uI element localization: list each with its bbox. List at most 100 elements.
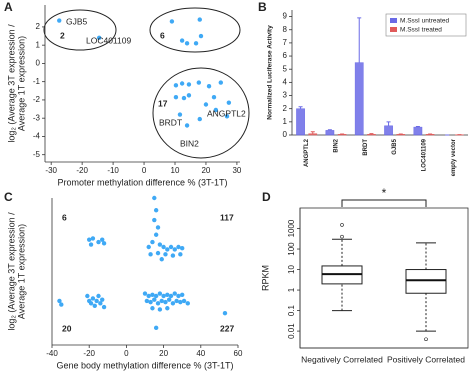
error-bar	[310, 131, 315, 134]
point	[218, 80, 224, 85]
annotation: 20	[62, 323, 72, 333]
point	[90, 296, 96, 301]
y-axis-label: Average 1T expression)	[16, 224, 26, 319]
point	[161, 293, 166, 299]
point	[157, 307, 163, 312]
point	[146, 293, 151, 299]
x-tick-label: 0	[142, 166, 147, 175]
point	[59, 302, 64, 307]
x-tick-label: 10	[171, 166, 180, 175]
legend-swatch	[390, 27, 397, 32]
y-tick-label: -1	[33, 77, 41, 86]
point	[153, 232, 159, 237]
y-tick-label: -5	[33, 150, 41, 159]
point	[172, 247, 177, 252]
point	[155, 250, 161, 256]
point	[152, 195, 157, 201]
y-tick-label: 1	[283, 117, 288, 126]
annotation: 117	[220, 212, 234, 222]
x-tick-label: Negatively Correlated	[301, 354, 383, 364]
point	[163, 252, 168, 257]
point	[87, 237, 92, 242]
bar	[296, 108, 305, 136]
point	[180, 292, 185, 297]
point	[174, 298, 179, 304]
annotation: 17	[158, 98, 168, 108]
point	[226, 100, 232, 105]
error-bar	[298, 106, 303, 109]
annotation: LOC401109	[86, 35, 131, 45]
point	[185, 301, 190, 306]
annotation: BIN2	[180, 138, 199, 148]
outlier	[340, 223, 344, 227]
panel-label: C	[4, 190, 13, 204]
x-tick-label: 0	[124, 349, 129, 358]
y-axis-label: Normalized Luciferase Activity	[267, 25, 274, 120]
outlier	[424, 337, 428, 342]
x-tick-label: 30	[232, 166, 241, 175]
point	[177, 112, 183, 117]
point	[142, 291, 148, 296]
panel-label: A	[4, 0, 13, 14]
point	[179, 81, 185, 86]
y-tick-label: 0	[283, 130, 288, 139]
point	[57, 298, 62, 304]
bar	[325, 130, 335, 136]
x-tick-label: GJB5	[392, 138, 398, 154]
point	[173, 94, 179, 100]
annotation: 227	[220, 323, 234, 333]
significance-mark: *	[382, 186, 387, 200]
y-axis-label: log₂ (Average 3T expression /	[6, 212, 16, 331]
point	[170, 253, 176, 258]
y-tick-label: 6	[283, 51, 288, 60]
point	[159, 257, 164, 262]
x-tick-label: -20	[76, 166, 88, 175]
point	[148, 299, 153, 305]
point	[165, 247, 170, 252]
point	[85, 293, 90, 299]
point	[153, 208, 159, 213]
y-tick-label: 1000	[287, 219, 296, 237]
x-tick-label: BRDT	[363, 139, 369, 156]
point	[213, 107, 219, 113]
cluster-outline	[152, 67, 250, 159]
point	[155, 301, 161, 306]
point	[159, 298, 164, 304]
x-tick-label: -40	[46, 349, 58, 358]
point	[163, 299, 168, 305]
y-tick-label: 8	[283, 25, 288, 34]
cluster-outline	[43, 9, 117, 51]
error-bar	[386, 121, 391, 126]
point	[180, 246, 185, 251]
point	[198, 33, 204, 39]
point	[146, 244, 151, 250]
point	[224, 114, 230, 119]
point	[57, 18, 62, 23]
y-axis-label: log₂ (Average 3T expression /	[6, 24, 16, 143]
y-tick-label: 9	[283, 12, 288, 21]
point	[165, 306, 170, 311]
bar	[384, 125, 393, 136]
x-tick-label: empty vector	[451, 138, 457, 176]
bar	[354, 62, 364, 136]
legend-label: M.SssI treated	[400, 27, 442, 34]
point	[101, 241, 107, 246]
x-tick-label: -10	[107, 166, 119, 175]
y-tick-label: 2	[283, 104, 288, 113]
x-axis-label: Promoter methylation difference % (3T-1T…	[58, 177, 228, 187]
point	[170, 301, 176, 306]
y-tick-label: 1	[36, 40, 41, 49]
point	[150, 306, 155, 311]
point	[96, 35, 102, 41]
error-bar	[369, 133, 374, 135]
point	[197, 116, 202, 122]
y-tick-label: 0.01	[287, 323, 296, 339]
point	[169, 19, 175, 24]
point	[197, 17, 202, 22]
point	[196, 80, 202, 85]
point	[161, 244, 166, 250]
point	[181, 95, 187, 101]
x-tick-label: BIN2	[334, 138, 340, 152]
point	[98, 301, 103, 306]
